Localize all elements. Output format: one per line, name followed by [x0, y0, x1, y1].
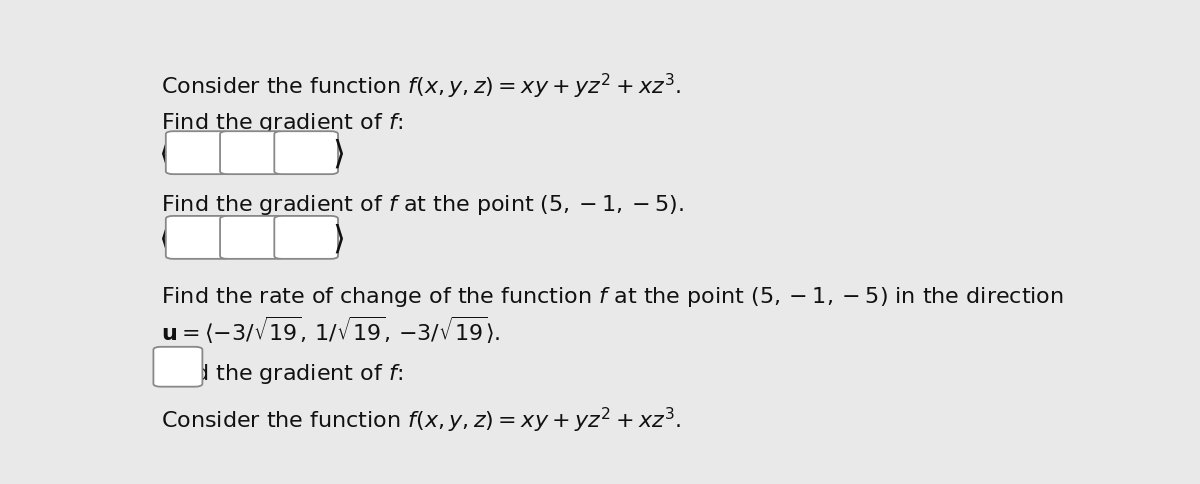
Text: Consider the function $f(x, y, z) = xy + yz^2 + xz^3$.: Consider the function $f(x, y, z) = xy +…: [161, 72, 682, 101]
Text: ,: ,: [223, 147, 230, 166]
FancyBboxPatch shape: [166, 132, 229, 175]
Text: $\langle$: $\langle$: [157, 136, 170, 170]
Text: Find the gradient of $f$:: Find the gradient of $f$:: [161, 362, 403, 386]
Text: Find the rate of change of the function $f$ at the point $(5, -1, -5)$ in the di: Find the rate of change of the function …: [161, 285, 1063, 309]
Text: ,: ,: [277, 231, 284, 251]
Text: ,: ,: [223, 231, 230, 251]
FancyBboxPatch shape: [275, 132, 338, 175]
FancyBboxPatch shape: [166, 216, 229, 259]
FancyBboxPatch shape: [220, 216, 283, 259]
Text: $\rangle$: $\rangle$: [332, 221, 344, 255]
FancyBboxPatch shape: [154, 347, 203, 387]
Text: Consider the function $f(x, y, z) = xy + yz^2 + xz^3$.: Consider the function $f(x, y, z) = xy +…: [161, 405, 682, 434]
Text: $\rangle$: $\rangle$: [332, 136, 344, 170]
FancyBboxPatch shape: [220, 132, 283, 175]
Text: Find the gradient of $f$:: Find the gradient of $f$:: [161, 110, 403, 134]
FancyBboxPatch shape: [275, 216, 338, 259]
Text: Find the gradient of $f$ at the point $(5, -1, -5)$.: Find the gradient of $f$ at the point $(…: [161, 193, 684, 216]
Text: $\mathbf{u} = \langle{-3/\sqrt{19},\, 1/\sqrt{19},\, {-3}/\sqrt{19}}\rangle$.: $\mathbf{u} = \langle{-3/\sqrt{19},\, 1/…: [161, 314, 500, 345]
Text: $\langle$: $\langle$: [157, 221, 170, 255]
Text: ,: ,: [277, 147, 284, 166]
